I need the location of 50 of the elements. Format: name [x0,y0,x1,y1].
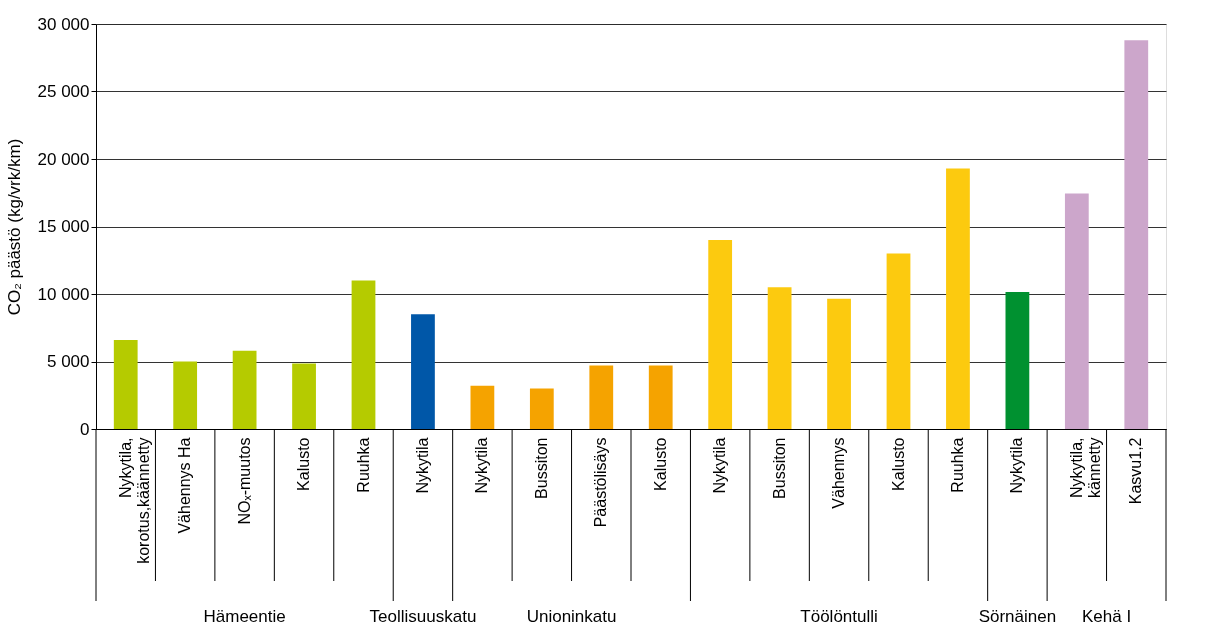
bar [173,361,198,429]
y-tick-label: 10 000 [37,284,90,304]
bar [767,287,792,429]
x-tick-label: Nykytila, korotus,käännetty [116,437,152,564]
x-tick-label: Nykytila [473,437,491,494]
bar [1005,291,1030,429]
bar [648,365,673,429]
y-axis-title: CO₂ päästö (kg/vrk/km) [4,138,24,316]
x-tick-label: Nykytila [1008,437,1026,494]
y-tick-label: 5 000 [46,352,90,371]
x-tick-label: Ruuhka [354,437,372,493]
text: Teollisuuskatu [369,607,477,626]
text: Unioninkatu [526,607,617,626]
text: Kehä I [1081,607,1132,626]
bar [232,350,257,429]
bar [886,253,911,429]
x-tick-label: Nykytila, kännetty [1067,437,1103,498]
y-tick-label: 20 000 [37,149,90,169]
x-tick-label: Ruuhka [948,437,966,493]
bar [946,168,970,429]
x-tick-label: Kalusto [889,437,907,491]
x-tick-label: Kasvu1,2 [1127,437,1145,505]
x-tick-label: Kalusto [295,437,313,491]
x-tick-label: Päästölisäys [592,437,610,528]
bar [292,363,316,429]
y-tick-label: 25 000 [37,82,90,101]
y-tick-label: 15 000 [37,217,90,236]
text: Sörnäinen [978,607,1057,626]
bar [1124,40,1149,429]
bar [411,314,435,429]
bar [113,339,138,429]
bar [351,280,376,429]
bar [827,298,851,429]
x-tick-label: Nykytila [711,437,729,494]
text: Hämeentie [203,607,286,626]
y-tick-label: 0 [80,419,90,439]
y-tick-label: 30 000 [37,14,90,34]
x-tick-label: Nykytila [413,437,431,494]
bar [529,388,554,429]
x-tick-label: NOₓ-muutos [235,437,253,525]
bar [470,385,495,429]
bar [708,240,733,429]
x-tick-label: Bussiton [532,437,550,499]
x-tick-label: Kalusto [651,437,669,491]
bar [1064,193,1089,429]
x-tick-label: Vähennys [830,437,848,509]
bar [589,365,614,429]
text: Töölöntulli [800,607,878,626]
x-tick-label: Vähennys Ha [176,437,194,534]
x-tick-label: Bussiton [770,437,788,499]
